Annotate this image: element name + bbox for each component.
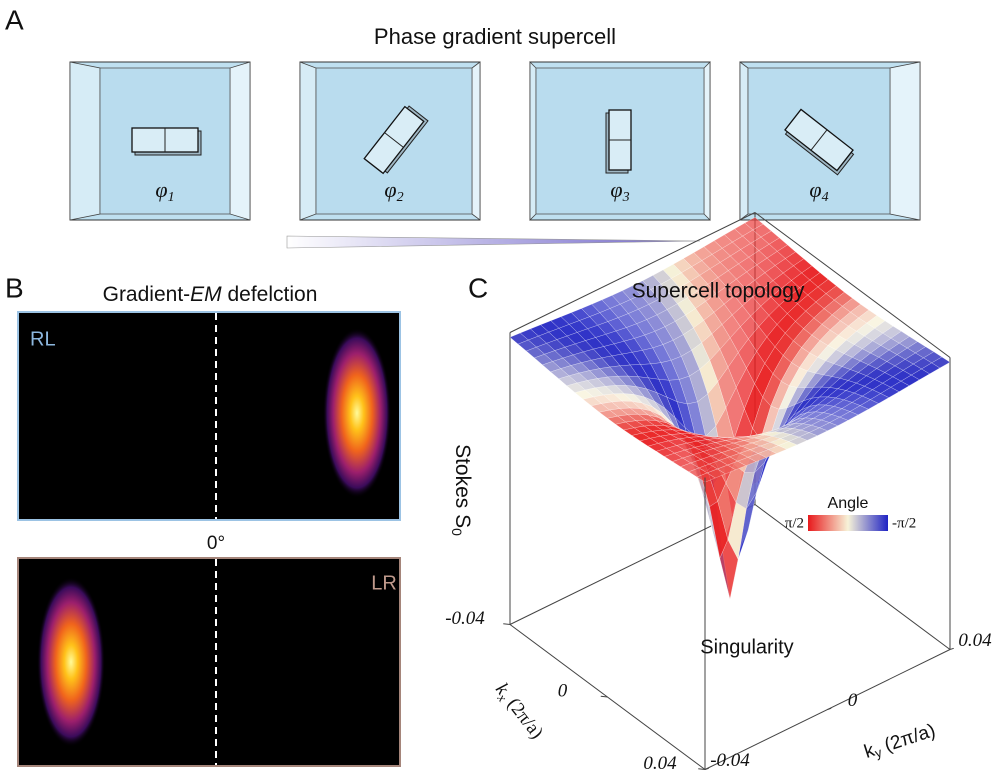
colorbar-title: Angle [828, 495, 869, 512]
resonator [605, 109, 632, 174]
polarization-label: LR [371, 572, 397, 594]
tick-label: 0 [558, 680, 568, 701]
phase-label: φ2 [384, 177, 403, 205]
cell-side [529, 61, 537, 221]
unit: (2π/a) [877, 720, 938, 758]
beam-spot [37, 577, 105, 747]
phase-label: φ3 [610, 177, 629, 205]
tick-label: 0.04 [643, 753, 677, 774]
surface [509, 216, 951, 600]
title-part: EM [190, 283, 222, 306]
cell-side [69, 61, 101, 221]
phase-label: φ4 [809, 177, 828, 205]
supercell: φ1 φ2 φ3 φ4 [69, 61, 921, 221]
tick-mark [704, 767, 709, 770]
unit-cell: φ4 [739, 61, 921, 221]
colorbar-label: π/2 [785, 515, 804, 531]
cell-side [739, 61, 749, 221]
title-part: defelction [222, 283, 318, 306]
unit-cell: φ1 [69, 61, 251, 221]
resonator [784, 108, 855, 176]
box-edge [509, 212, 756, 333]
tick-mark [949, 647, 954, 650]
unit: (2π/a) [500, 691, 547, 744]
box-edge [754, 212, 951, 358]
subscript: 4 [822, 190, 829, 205]
tick-label: -0.04 [445, 608, 485, 629]
cell-side [299, 61, 317, 221]
tick-label: 0.04 [958, 630, 992, 651]
resonator [131, 127, 202, 156]
tick-mark [600, 695, 608, 698]
tick-mark [827, 707, 832, 710]
label: Stokes S [451, 444, 474, 528]
box-edge [754, 504, 951, 650]
cell-side [471, 61, 481, 221]
resonator-edge [384, 132, 404, 148]
symbol: φ [610, 177, 622, 202]
title-part: Gradient- [103, 283, 191, 306]
phase-label: φ1 [155, 177, 174, 205]
unit-cell: φ3 [529, 61, 711, 221]
resonator [363, 105, 429, 175]
subscript: 3 [622, 190, 630, 205]
cell-side [703, 61, 711, 221]
tick-mark [503, 623, 511, 625]
gradient-wedge [286, 235, 701, 249]
panel-title: Phase gradient supercell [374, 24, 616, 49]
subscript: 1 [168, 190, 175, 205]
subscript: y [873, 745, 884, 761]
ticks: -0.04 0 0.04 -0.04 0 0.04 [445, 608, 992, 774]
colorbar-label: -π/2 [892, 515, 916, 531]
cell-side [229, 61, 251, 221]
panel-label: B [5, 272, 24, 303]
tick-mark [698, 768, 706, 770]
panel-title: Gradient-EM defelction [103, 283, 318, 306]
ky-axis-label: ky (2π/a) [862, 720, 939, 764]
tick-label: -0.04 [710, 750, 750, 771]
cell-side [889, 61, 921, 221]
angle-label: 0° [207, 533, 225, 554]
symbol: φ [809, 177, 821, 202]
panel-label: C [468, 272, 488, 303]
panel-label: A [5, 4, 24, 35]
symbol: φ [384, 177, 396, 202]
polarization-label: RL [30, 328, 56, 350]
tick-label: 0 [848, 690, 858, 711]
colorbar [808, 515, 888, 531]
subscript: 0 [449, 528, 465, 536]
kx-axis-label: kx (2π/a) [490, 679, 548, 744]
subscript: 2 [397, 190, 404, 205]
resonator-edge [810, 129, 828, 151]
unit-cell: φ2 [299, 61, 481, 221]
z-axis-label: Stokes S0 [449, 444, 474, 536]
beam-spot [323, 328, 391, 498]
panel-title: Supercell topology [632, 280, 805, 303]
surface-patch [696, 472, 716, 483]
symbol: φ [155, 177, 167, 202]
annotation: Singularity [700, 636, 793, 658]
